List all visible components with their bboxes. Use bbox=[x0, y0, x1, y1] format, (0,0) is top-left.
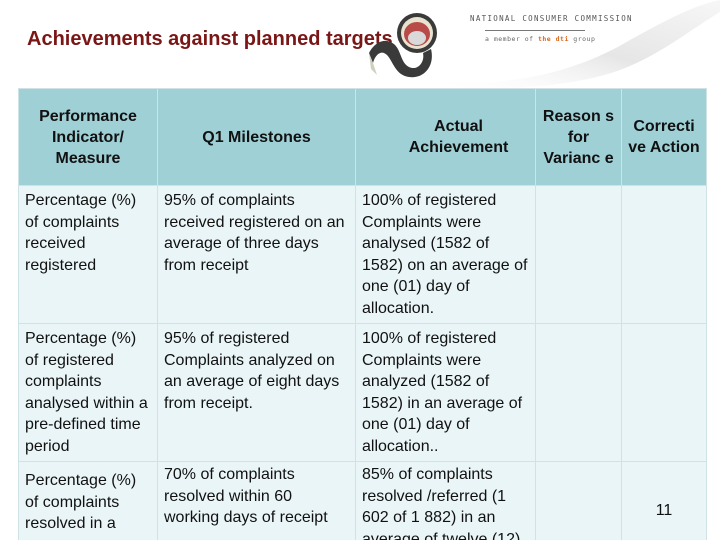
header-q1-milestones: Q1 Milestones bbox=[157, 88, 356, 186]
header-performance-indicator: Performance Indicator/ Measure bbox=[18, 88, 158, 186]
cell-action bbox=[621, 185, 707, 324]
logo-divider bbox=[485, 30, 585, 31]
cell-achievement: 100% of registered Complaints were analy… bbox=[355, 323, 536, 462]
cell-indicator: Percentage (%) of complaints received re… bbox=[18, 185, 158, 324]
cell-milestone: 95% of registered Complaints analyzed on… bbox=[157, 323, 356, 462]
logo-tagline: a member of the dti group bbox=[485, 35, 660, 43]
logo-swirl-icon bbox=[369, 13, 437, 78]
header-actual-achievement: Actual Achievement bbox=[355, 88, 536, 186]
cell-reason bbox=[535, 461, 622, 540]
header-corrective-action: Correcti ve Action bbox=[621, 88, 707, 186]
table-row: Percentage (%) of complaints received re… bbox=[18, 185, 707, 324]
logo-tagline-highlight: the dti bbox=[537, 35, 569, 43]
logo-tagline-prefix: a member of bbox=[485, 35, 538, 43]
cell-reason bbox=[535, 185, 622, 324]
achievements-table: Performance Indicator/ Measure Q1 Milest… bbox=[18, 88, 707, 540]
cell-reason bbox=[535, 323, 622, 462]
header-reasons-for-variance: Reason s for Varianc e bbox=[535, 88, 622, 186]
cell-achievement: 85% of complaints resolved /referred (1 … bbox=[355, 461, 536, 540]
cell-action bbox=[621, 323, 707, 462]
logo: NATIONAL CONSUMER COMMISSION a member of… bbox=[470, 14, 660, 43]
table-row: Percentage (%) of complaints resolved in… bbox=[18, 461, 707, 540]
cell-achievement: 100% of registered Complaints were analy… bbox=[355, 185, 536, 324]
decorative-swoosh bbox=[430, 0, 720, 89]
cell-milestone: 95% of complaints received registered on… bbox=[157, 185, 356, 324]
page-number: 11 bbox=[621, 461, 707, 540]
logo-tagline-suffix: group bbox=[568, 35, 596, 43]
slide-title: Achievements against planned targets bbox=[27, 28, 393, 50]
table-row: Percentage (%) of registered complaints … bbox=[18, 323, 707, 462]
cell-indicator: Percentage (%) of registered complaints … bbox=[18, 323, 158, 462]
cell-milestone: 70% of complaints resolved within 60 wor… bbox=[157, 461, 356, 540]
cell-indicator: Percentage (%) of complaints resolved in… bbox=[18, 461, 158, 540]
logo-name: NATIONAL CONSUMER COMMISSION bbox=[470, 14, 633, 23]
table-header-row: Performance Indicator/ Measure Q1 Milest… bbox=[18, 88, 707, 186]
